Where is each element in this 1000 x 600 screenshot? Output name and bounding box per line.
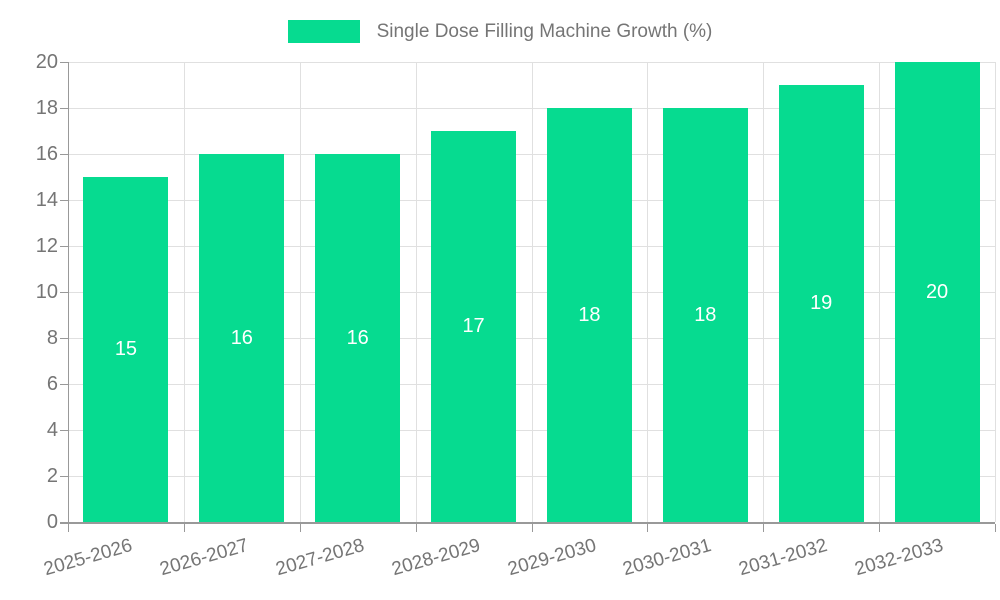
bar-value-label: 20 [925,280,949,303]
bar[interactable]: 19 [778,85,864,522]
legend[interactable]: Single Dose Filling Machine Growth (%) [0,20,1000,43]
bar-value-label: 15 [114,338,138,360]
x-gridline [183,62,185,522]
y-axis-tick [60,292,68,293]
legend-swatch [287,20,360,43]
y-axis-tick [60,476,68,477]
x-gridline [763,62,765,522]
y-axis-tick [60,384,68,385]
bar[interactable]: 15 [83,177,169,522]
x-axis-tick [531,524,533,532]
bar[interactable]: 18 [662,108,748,522]
y-axis-tick [60,62,68,63]
y-axis-label: 0 [46,511,58,533]
legend-label: Single Dose Filling Machine Growth (%) [376,20,713,42]
y-axis-label: 2 [46,465,58,487]
y-axis-label: 14 [35,189,58,211]
bar[interactable]: 16 [315,154,401,522]
x-axis-tick [68,524,69,532]
bar-value-label: 18 [694,303,717,326]
y-axis-tick [60,338,68,339]
bar-value-label: 19 [810,292,833,314]
y-axis-label: 18 [35,97,58,119]
x-axis-tick [995,524,996,532]
x-axis-tick [647,524,649,532]
x-gridline [531,62,533,522]
bar-value-label: 16 [230,326,253,349]
x-axis-tick [879,524,881,532]
x-axis-label: 2026-2027 [157,535,251,581]
bar-value-label: 16 [346,326,369,349]
y-axis-tick [60,522,68,523]
y-axis-label: 8 [46,327,58,349]
y-axis-label: 12 [35,235,58,257]
x-gridline [995,62,996,522]
bar[interactable]: 17 [431,131,517,522]
x-axis-tick [183,524,185,532]
x-axis-label: 2030-2031 [620,535,715,581]
x-axis-label: 2027-2028 [273,535,367,581]
x-axis-label: 2028-2029 [389,535,483,581]
y-axis-tick [60,154,68,155]
y-axis-label: 10 [35,281,58,303]
x-axis-tick [415,524,417,532]
x-gridline [879,62,881,522]
bar-value-label: 18 [578,303,601,326]
x-gridline [415,62,417,522]
y-axis-label: 6 [46,373,58,395]
x-axis-tick [299,524,301,532]
x-gridline [647,62,649,522]
bar[interactable]: 16 [199,154,285,522]
y-axis-label: 4 [46,419,58,441]
x-gridline [299,62,301,522]
y-axis-label: 16 [35,143,58,165]
x-axis-label: 2031-2032 [736,535,830,581]
y-axis-tick [60,200,68,201]
x-axis-label: 2025-2026 [41,535,135,581]
x-axis-tick [763,524,765,532]
bar-value-label: 17 [462,315,485,337]
y-axis-line [68,62,69,523]
y-axis-tick [60,246,68,247]
bar[interactable]: 20 [894,62,980,522]
y-axis-tick [60,430,68,431]
x-axis-label: 2032-2033 [852,535,946,581]
x-axis-line [60,522,995,524]
y-axis-label: 20 [35,51,58,73]
bar[interactable]: 18 [546,108,632,522]
x-axis-label: 2029-2030 [505,535,599,581]
y-axis-tick [60,108,68,109]
